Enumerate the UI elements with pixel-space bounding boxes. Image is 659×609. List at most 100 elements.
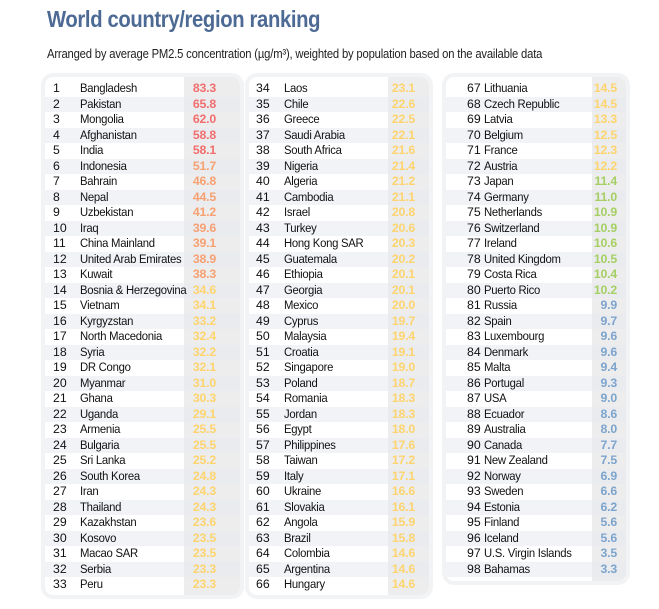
pm25-value: 3.3 [600, 561, 618, 576]
rank-number: 28 [53, 499, 67, 514]
ranking-row: 39 Nigeria 21.4 [249, 158, 429, 174]
pm25-value: 51.7 [192, 158, 216, 173]
rank-number: 34 [256, 81, 270, 95]
ranking-row: 31 Macao SAR 23.5 [45, 546, 240, 562]
country-name: Indonesia [80, 158, 127, 173]
rank-number: 10 [53, 220, 67, 235]
ranking-row: 89 Australia 8.0 [446, 422, 626, 438]
pm25-value: 32.2 [192, 344, 216, 359]
country-name: United Kingdom [484, 251, 561, 266]
ranking-row: 14 Bosnia & Herzegovina 34.6 [45, 282, 240, 298]
rank-number: 47 [256, 282, 270, 297]
rank-number: 64 [256, 546, 270, 560]
rank-number: 77 [467, 236, 481, 250]
pm25-value: 9.6 [600, 344, 618, 359]
country-name: Kazakhstan [80, 515, 137, 529]
pm25-value: 65.8 [192, 96, 216, 111]
rank-number: 93 [467, 484, 481, 498]
pm25-value: 25.5 [192, 422, 216, 436]
ranking-row: 48 Mexico 20.0 [249, 298, 429, 314]
rank-number: 66 [256, 577, 270, 591]
pm25-value: 6.2 [600, 499, 618, 514]
country-name: Iraq [80, 220, 99, 235]
rank-number: 69 [467, 112, 481, 126]
ranking-row: 11 China Mainland 39.1 [45, 236, 240, 252]
rank-number: 70 [467, 127, 481, 142]
pm25-value: 33.2 [192, 313, 216, 328]
pm25-value: 23.6 [192, 515, 216, 529]
country-name: Norway [484, 468, 521, 483]
country-name: Afghanistan [80, 127, 137, 142]
country-name: France [484, 143, 518, 157]
pm25-value: 58.8 [192, 127, 216, 142]
pm25-value: 10.4 [593, 267, 617, 281]
pm25-value: 23.1 [391, 81, 415, 95]
rank-number: 74 [467, 189, 481, 204]
ranking-row: 19 DR Congo 32.1 [45, 360, 240, 376]
country-name: Malta [484, 360, 511, 374]
pm25-value: 19.1 [391, 344, 415, 359]
ranking-row: 24 Bulgaria 25.5 [45, 437, 240, 453]
country-name: North Macedonia [80, 329, 163, 343]
rank-number: 25 [53, 453, 67, 467]
rank-number: 60 [256, 484, 270, 498]
country-name: Nigeria [284, 158, 318, 173]
ranking-row: 41 Cambodia 21.1 [249, 189, 429, 205]
rank-number: 82 [467, 313, 481, 328]
pm25-value: 32.1 [192, 360, 216, 374]
ranking-row: 16 Kyrgyzstan 33.2 [45, 313, 240, 329]
rank-number: 8 [53, 189, 60, 204]
country-name: Germany [484, 189, 529, 204]
ranking-row: 20 Myanmar 31.0 [45, 375, 240, 391]
ranking-row: 97 U.S. Virgin Islands 3.5 [446, 546, 626, 562]
country-name: Kyrgyzstan [80, 313, 134, 328]
pm25-value: 20.0 [391, 298, 415, 312]
pm25-value: 8.6 [600, 406, 618, 421]
ranking-row: 54 Romania 18.3 [249, 391, 429, 407]
pm25-value: 34.6 [192, 282, 216, 297]
pm25-value: 18.3 [391, 406, 415, 421]
pm25-value: 34.1 [192, 298, 216, 312]
ranking-row: 58 Taiwan 17.2 [249, 453, 429, 469]
pm25-value: 21.4 [391, 158, 415, 173]
country-name: Croatia [284, 344, 319, 359]
pm25-value: 58.1 [192, 143, 216, 157]
pm25-value: 29.1 [192, 406, 216, 421]
pm25-value: 20.2 [391, 251, 415, 266]
pm25-value: 9.4 [600, 360, 618, 374]
ranking-row: 77 Ireland 10.6 [446, 236, 626, 252]
pm25-value: 38.9 [192, 251, 216, 266]
rank-number: 62 [256, 515, 270, 529]
ranking-row: 90 Canada 7.7 [446, 437, 626, 453]
country-name: Brazil [284, 530, 311, 545]
ranking-row: 50 Malaysia 19.4 [249, 329, 429, 345]
country-name: Egypt [284, 422, 312, 436]
rank-number: 88 [467, 406, 481, 421]
page-subtitle: Arranged by average PM2.5 concentration … [47, 47, 543, 61]
ranking-row: 95 Finland 5.6 [446, 515, 626, 531]
rank-number: 71 [467, 143, 481, 157]
rank-number: 89 [467, 422, 481, 436]
pm25-value: 19.4 [391, 329, 415, 343]
rank-number: 1 [53, 81, 60, 95]
pm25-value: 19.7 [391, 313, 415, 328]
rank-number: 19 [53, 360, 67, 374]
pm25-value: 9.0 [600, 391, 618, 405]
rank-number: 86 [467, 375, 481, 390]
ranking-row: 13 Kuwait 38.3 [45, 267, 240, 283]
rank-number: 53 [256, 375, 270, 390]
rank-number: 42 [256, 205, 270, 219]
rank-number: 7 [53, 174, 60, 188]
country-name: Bahrain [80, 174, 118, 188]
country-name: Sri Lanka [80, 453, 126, 467]
rank-number: 30 [53, 530, 67, 545]
ranking-row: 64 Colombia 14.6 [249, 546, 429, 562]
country-name: Japan [484, 174, 514, 188]
ranking-row: 18 Syria 32.2 [45, 344, 240, 360]
ranking-row: 82 Spain 9.7 [446, 313, 626, 329]
pm25-value: 3.5 [600, 546, 618, 560]
ranking-row: 47 Georgia 20.1 [249, 282, 429, 298]
country-name: USA [484, 391, 507, 405]
ranking-row: 75 Netherlands 10.9 [446, 205, 626, 221]
ranking-row: 3 Mongolia 62.0 [45, 112, 240, 128]
